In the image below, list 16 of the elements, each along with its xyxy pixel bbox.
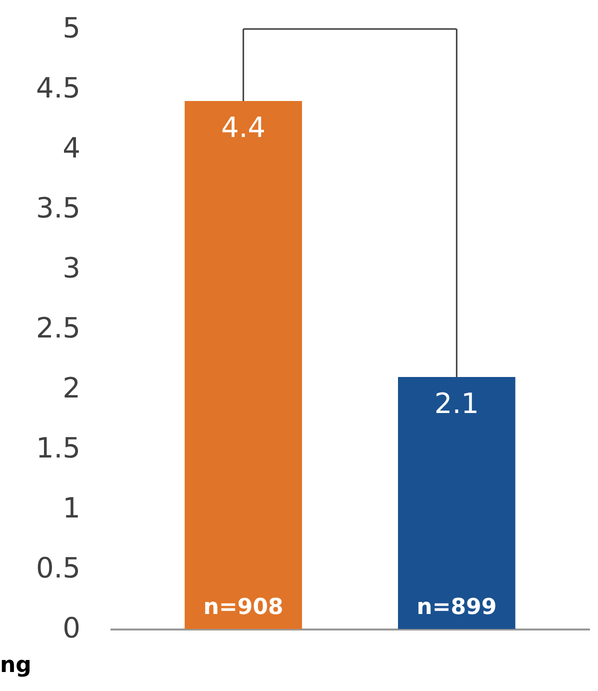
y-tick-label: 5 — [62, 12, 80, 44]
data-label: 2.1 — [434, 387, 479, 420]
annotation: n=908 — [203, 595, 284, 620]
y-tick-label: 0 — [62, 612, 80, 644]
y-tick-label: 2.5 — [36, 312, 80, 344]
data-label: 4.4 — [221, 111, 266, 144]
y-tick-label: 1.5 — [36, 432, 80, 464]
annotation: n=899 — [416, 595, 497, 620]
y-tick-label: 3 — [62, 252, 80, 284]
y-tick-label: 4.5 — [36, 72, 80, 104]
text: ng — [0, 653, 32, 678]
y-tick-label: 0.5 — [36, 552, 80, 584]
y-tick-label: 1 — [62, 492, 80, 524]
y-tick-label: 2 — [62, 372, 80, 404]
y-tick-label: 4 — [62, 132, 80, 164]
y-tick-label: 3.5 — [36, 192, 80, 224]
